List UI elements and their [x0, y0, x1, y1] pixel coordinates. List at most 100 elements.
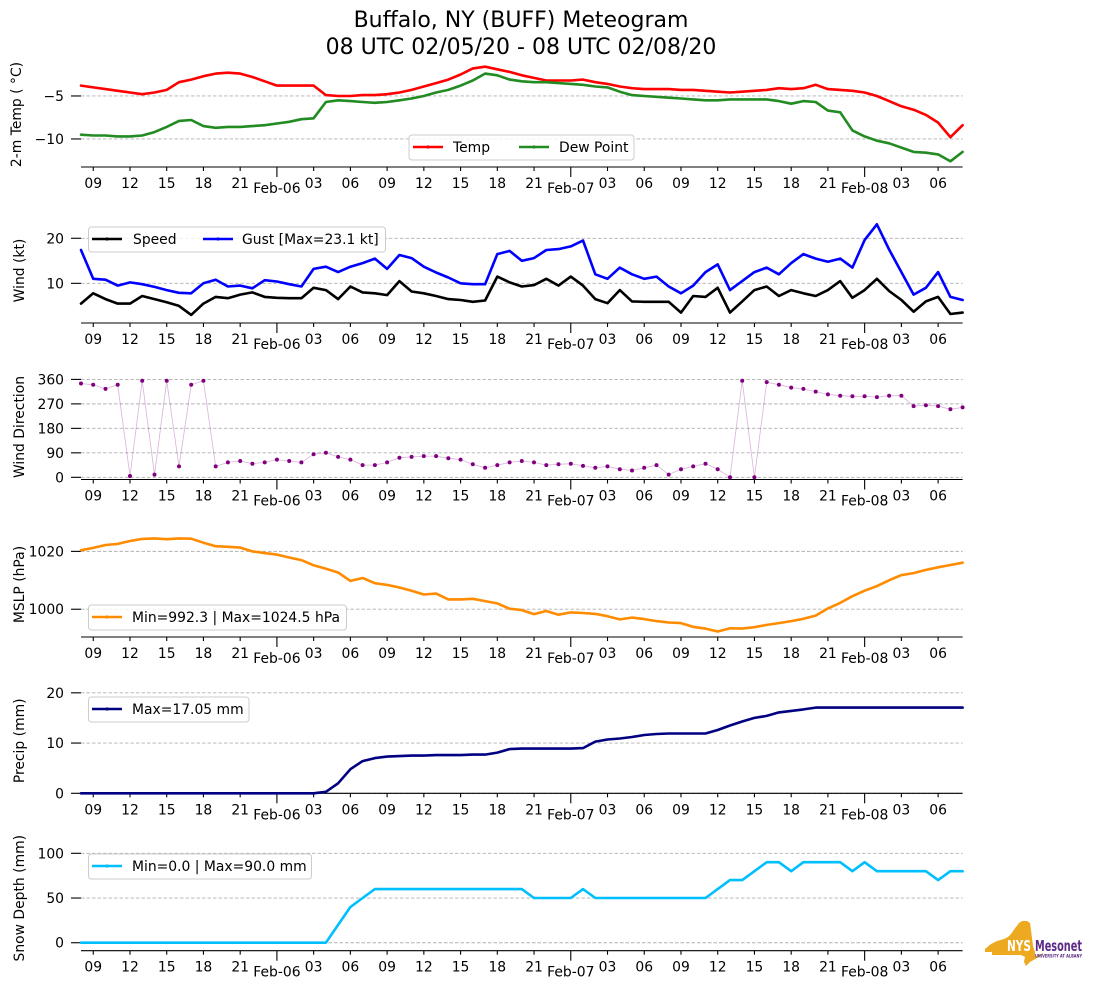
data-point-direction — [764, 380, 769, 385]
logo-mesonet-text: Mesonet — [1035, 937, 1082, 955]
x-tick-label: 09 — [378, 646, 396, 662]
x-tick-label: 12 — [415, 646, 433, 662]
data-point-direction — [446, 456, 451, 461]
x-tick-label: 12 — [121, 646, 139, 662]
x-tick-label: 06 — [635, 802, 653, 818]
x-tick-label: 21 — [231, 176, 249, 192]
data-point-direction — [887, 393, 892, 398]
x-tick-label: 18 — [195, 332, 213, 348]
x-tick-label: 12 — [709, 960, 727, 976]
y-tick-label: −10 — [35, 132, 64, 148]
x-tick-label: 21 — [525, 332, 543, 348]
x-tick-label: 15 — [158, 646, 176, 662]
x-tick-label: 12 — [121, 960, 139, 976]
x-tick-label: 12 — [121, 802, 139, 818]
x-date-label: Feb-08 — [841, 965, 888, 981]
data-point-direction — [532, 460, 536, 465]
data-point-direction — [581, 463, 585, 468]
y-tick-label: 270 — [37, 397, 64, 413]
x-tick-label: 18 — [488, 176, 506, 192]
x-tick-label: 18 — [488, 960, 506, 976]
series-line-snow_depth — [79, 860, 964, 945]
x-tick-label: 15 — [158, 960, 176, 976]
x-tick-label: 18 — [488, 489, 506, 505]
data-point-direction — [201, 378, 206, 383]
legend-marker — [532, 145, 536, 149]
logo-subtitle-text: UNIVERSITY AT ALBANY — [1035, 954, 1082, 959]
data-point-direction — [556, 462, 561, 467]
chart-title-line1: Buffalo, NY (BUFF) Meteogram — [354, 8, 689, 33]
x-tick-label: 15 — [158, 176, 176, 192]
x-tick-label: 21 — [819, 332, 837, 348]
x-tick-label: 12 — [709, 332, 727, 348]
x-tick-label: 09 — [672, 489, 690, 505]
panel-temperature: −10 −5 2-m Temp ( °C) 09 12 15 18 21 03 06 09 12 15 1… — [9, 62, 964, 197]
x-tick-label: 09 — [672, 960, 690, 976]
data-point-direction — [752, 475, 757, 480]
data-point-direction — [825, 392, 830, 397]
x-tick-label: 15 — [452, 489, 470, 505]
x-tick-label: 12 — [709, 176, 727, 192]
data-point-direction — [103, 386, 108, 391]
x-date-label: Feb-06 — [253, 337, 300, 353]
x-tick-label: 21 — [525, 802, 543, 818]
legend-marker — [426, 145, 430, 149]
x-tick-label: 12 — [709, 489, 727, 505]
x-tick-label: 12 — [121, 332, 139, 348]
x-tick-label: 03 — [305, 802, 323, 818]
x-tick-label: 03 — [893, 332, 911, 348]
x-tick-label: 18 — [195, 646, 213, 662]
x-tick-label: 18 — [195, 489, 213, 505]
x-tick-label: 09 — [672, 802, 690, 818]
x-tick-label: 21 — [525, 176, 543, 192]
x-tick-label: 03 — [305, 332, 323, 348]
x-tick-label: 03 — [893, 176, 911, 192]
data-point-direction — [274, 457, 279, 462]
x-tick-label: 18 — [488, 646, 506, 662]
data-point-direction — [715, 467, 720, 472]
legend: Min=992.3 | Max=1024.5 hPa — [88, 604, 347, 631]
x-tick-label: 03 — [893, 646, 911, 662]
legend-marker — [105, 237, 109, 241]
data-point-direction — [519, 459, 524, 463]
data-point-direction — [262, 460, 267, 465]
x-tick-label: 18 — [488, 802, 506, 818]
data-point-direction — [79, 381, 83, 386]
data-point-direction — [299, 460, 304, 465]
data-point-direction — [691, 464, 696, 469]
data-point-direction — [238, 459, 243, 463]
x-date-label: Feb-08 — [841, 181, 888, 197]
x-tick-label: 18 — [195, 960, 213, 976]
panel-precip: 0 10 20 Precip (mm) 09 12 15 18 21 03 06 09 12 15 18 21… — [12, 686, 964, 823]
series-line-dew_point — [79, 72, 964, 163]
x-tick-label: 12 — [415, 332, 433, 348]
legend-marker — [105, 615, 109, 619]
legend-label: Min=0.0 | Max=90.0 mm — [132, 859, 307, 875]
y-tick-label: 360 — [37, 372, 64, 388]
y-axis-label: 2-m Temp ( °C) — [9, 62, 25, 167]
data-point-direction — [948, 407, 953, 412]
legend-label: Max=17.05 mm — [132, 702, 244, 718]
data-point-direction — [630, 468, 634, 473]
y-tick-label: 50 — [46, 891, 64, 907]
x-tick-label: 15 — [746, 489, 764, 505]
x-tick-label: 15 — [746, 332, 764, 348]
x-tick-label: 21 — [819, 646, 837, 662]
x-tick-label: 15 — [158, 802, 176, 818]
x-date-label: Feb-07 — [547, 337, 594, 353]
data-point-direction — [225, 460, 230, 465]
x-tick-label: 21 — [231, 960, 249, 976]
series-line-gust — [79, 223, 964, 302]
data-point-direction — [421, 454, 426, 459]
data-point-direction — [323, 450, 328, 455]
x-tick-label: 15 — [452, 960, 470, 976]
x-tick-label: 06 — [635, 489, 653, 505]
x-tick-label: 12 — [415, 489, 433, 505]
data-point-direction — [385, 460, 390, 465]
x-tick-label: 15 — [158, 332, 176, 348]
x-tick-label: 15 — [452, 176, 470, 192]
x-date-label: Feb-07 — [547, 807, 594, 823]
data-point-direction — [850, 394, 855, 399]
x-tick-label: 21 — [819, 802, 837, 818]
